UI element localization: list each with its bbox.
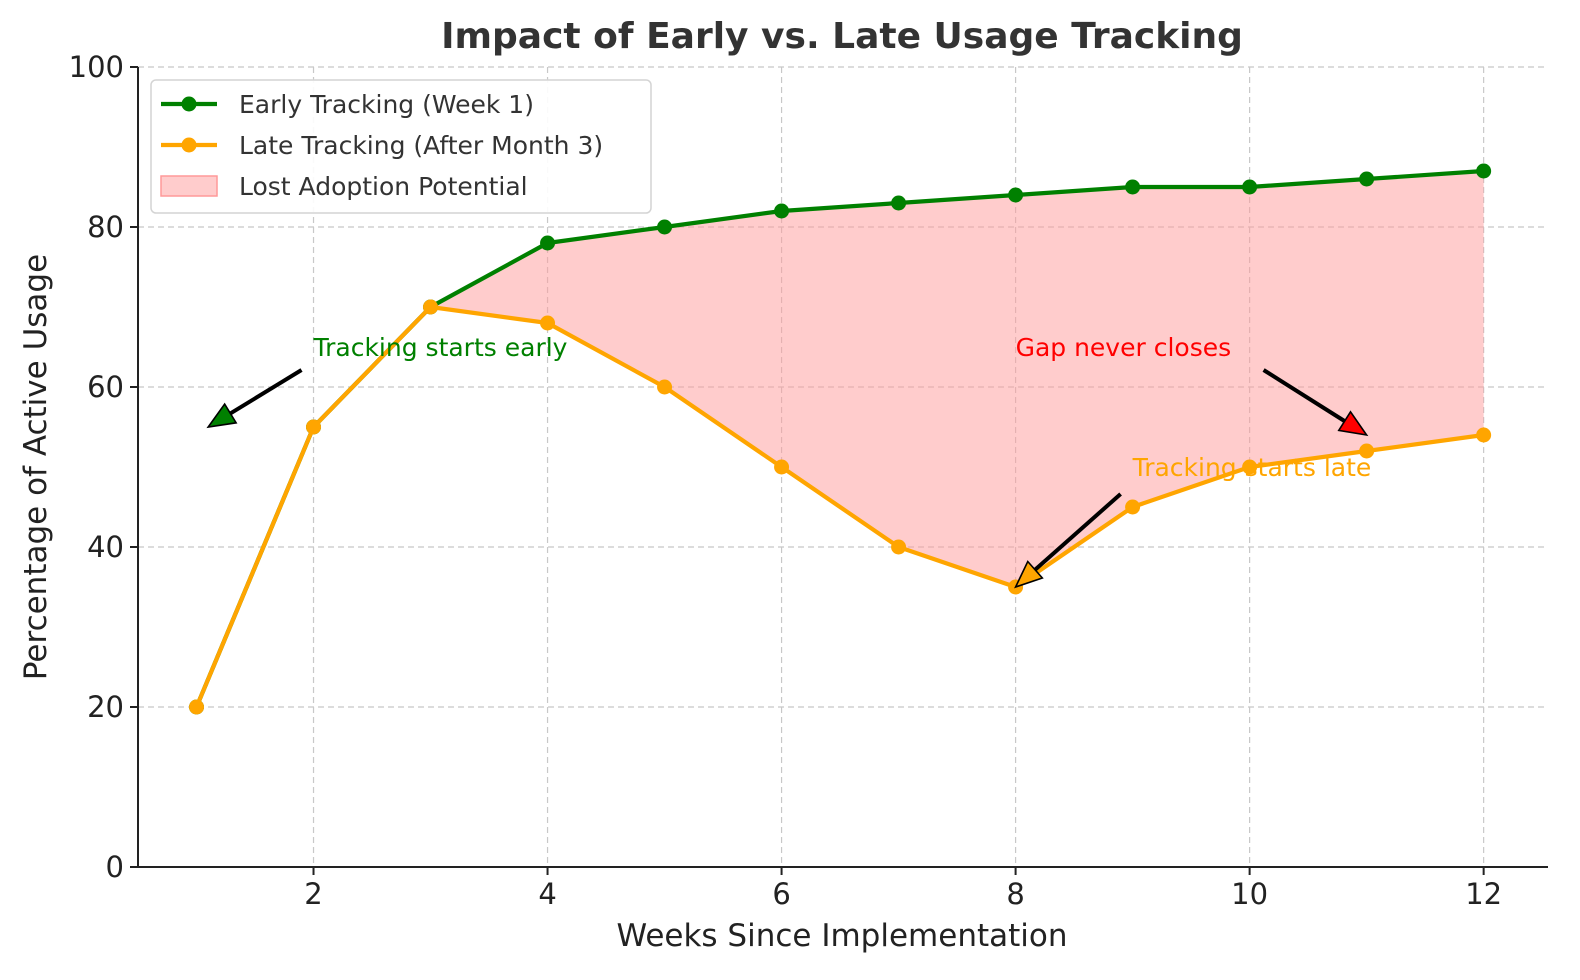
data-point	[891, 195, 907, 211]
annotation-arrow-shaft	[229, 368, 303, 416]
annotations: Tracking starts early Tracking starts lat…	[206, 333, 1372, 589]
lost-adoption-area	[430, 171, 1484, 587]
legend-label: Late Tracking (After Month 3)	[239, 131, 603, 160]
legend-label: Early Tracking (Week 1)	[239, 90, 534, 119]
data-point	[1242, 459, 1258, 475]
data-point	[1359, 171, 1375, 187]
data-point	[1476, 427, 1492, 443]
data-point	[657, 379, 673, 395]
legend-box	[150, 79, 652, 214]
x-tick-label: 4	[538, 877, 556, 911]
y-tick-label: 20	[87, 690, 124, 724]
annotation-text: Tracking starts early	[313, 333, 568, 362]
tick-labels: 2 4 6 8 10 12 0 20 40 60 80 100	[69, 50, 1502, 911]
annotation-text: Tracking starts late	[1132, 453, 1372, 482]
x-tick-label: 2	[304, 877, 322, 911]
y-tick-label: 100	[69, 50, 124, 84]
x-tick-label: 12	[1465, 877, 1502, 911]
data-point	[1125, 499, 1141, 515]
data-point	[774, 203, 790, 219]
data-point	[891, 539, 907, 555]
annotation-arrow-shaft	[1033, 492, 1122, 572]
annotation-arrow-shaft	[1262, 368, 1346, 423]
axes	[137, 67, 1548, 868]
data-point	[540, 235, 556, 251]
legend: Early Tracking (Week 1) Late Tracking (Af…	[150, 79, 652, 214]
x-tick-label: 10	[1231, 877, 1268, 911]
legend-label: Lost Adoption Potential	[239, 172, 528, 201]
legend-marker	[181, 96, 197, 112]
data-point	[540, 315, 556, 331]
y-tick-label: 60	[87, 370, 124, 404]
y-tick-label: 0	[106, 850, 124, 884]
data-point	[774, 459, 790, 475]
legend-fill-swatch	[160, 175, 218, 197]
data-point	[1008, 187, 1024, 203]
annotation-arrow-head	[1014, 560, 1044, 589]
y-tick-label: 40	[87, 530, 124, 564]
annotation-arrow-head	[206, 402, 238, 429]
annotation-arrow-head	[1337, 410, 1369, 437]
y-tick-label: 80	[87, 210, 124, 244]
data-point	[306, 419, 322, 435]
series-layer	[189, 163, 1492, 715]
data-point	[1359, 443, 1375, 459]
legend-marker	[181, 137, 197, 153]
annotation-text: Gap never closes	[1016, 333, 1232, 362]
data-point	[1476, 163, 1492, 179]
data-point	[189, 699, 205, 715]
data-point	[423, 299, 439, 315]
y-axis-label: Percentage of Active Usage	[18, 254, 54, 680]
data-point	[657, 219, 673, 235]
fill-area-layer	[430, 171, 1484, 587]
x-tick-label: 6	[772, 877, 790, 911]
x-axis-label: Weeks Since Implementation	[617, 918, 1068, 954]
series-line-late	[194, 304, 1486, 710]
chart-title: Impact of Early vs. Late Usage Tracking	[441, 16, 1243, 57]
x-tick-label: 8	[1006, 877, 1024, 911]
data-point	[1242, 179, 1258, 195]
data-point	[1125, 179, 1141, 195]
